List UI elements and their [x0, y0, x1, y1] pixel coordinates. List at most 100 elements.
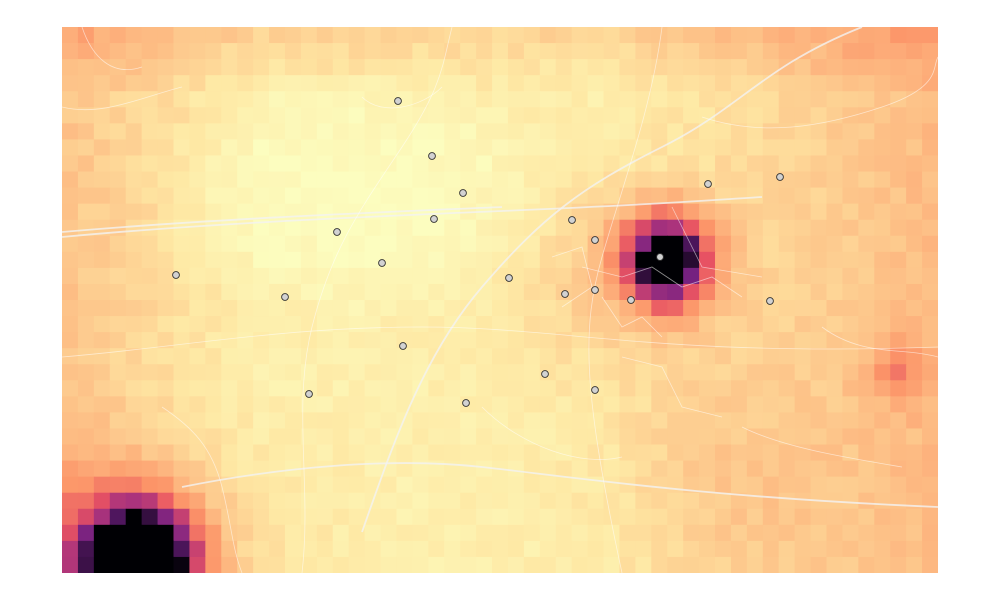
raster-cell [699, 380, 716, 397]
station-marker[interactable] [568, 216, 576, 224]
raster-cell [284, 75, 302, 92]
raster-cell [683, 444, 700, 462]
raster-cell [269, 171, 286, 189]
raster-cell [380, 59, 398, 76]
raster-cell [571, 556, 589, 573]
station-marker[interactable] [591, 286, 599, 294]
raster-cell [332, 300, 350, 317]
station-marker[interactable] [305, 390, 313, 398]
raster-cell [62, 91, 79, 108]
raster-cell [492, 155, 509, 173]
raster-cell [157, 412, 175, 430]
raster-cell [667, 540, 684, 558]
raster-cell [189, 267, 206, 285]
raster-cell [269, 267, 286, 285]
station-marker[interactable] [394, 97, 402, 105]
raster-cell [699, 540, 716, 558]
raster-cell [667, 123, 684, 141]
raster-cell [778, 348, 796, 365]
raster-cell [189, 139, 206, 157]
raster-cell [141, 91, 159, 108]
raster-cell [507, 396, 525, 414]
station-marker[interactable] [378, 259, 386, 267]
raster-cell [746, 187, 764, 205]
raster-cell [380, 476, 398, 494]
raster-cell [205, 444, 222, 462]
raster-cell [523, 203, 541, 221]
raster-cell [428, 444, 445, 462]
raster-cell [412, 219, 429, 237]
station-marker[interactable] [430, 215, 438, 223]
station-marker[interactable] [766, 297, 774, 305]
raster-cell [842, 300, 859, 317]
raster-cell [507, 348, 525, 365]
station-marker[interactable] [459, 189, 467, 197]
raster-cell [332, 508, 350, 526]
raster-cell [794, 235, 812, 253]
raster-cell [460, 43, 477, 60]
station-marker[interactable] [541, 370, 549, 378]
raster-cell [794, 251, 812, 269]
raster-cell [109, 300, 127, 317]
raster-cell [651, 348, 668, 365]
raster-cell [683, 300, 700, 317]
raster-cell [348, 300, 366, 317]
raster-cell [157, 332, 175, 349]
raster-cell [109, 380, 127, 397]
monitoring-stations[interactable] [172, 97, 784, 407]
raster-cell [507, 27, 525, 44]
raster-cell [460, 316, 477, 333]
raster-cell [364, 396, 382, 414]
station-marker[interactable] [281, 293, 289, 301]
raster-cell [890, 75, 907, 92]
station-marker[interactable] [505, 274, 513, 282]
raster-cell [444, 332, 461, 349]
raster-cell [205, 540, 222, 558]
raster-cell [874, 348, 891, 365]
raster-cell [476, 123, 493, 141]
raster-cell [237, 43, 254, 60]
raster-cell [619, 267, 636, 285]
station-marker[interactable] [627, 296, 635, 304]
raster-cell [571, 219, 589, 237]
raster-cell [890, 283, 907, 301]
raster-cell [109, 123, 127, 141]
station-marker[interactable] [333, 228, 341, 236]
raster-cell [173, 364, 191, 381]
raster-cell [476, 91, 493, 108]
raster-cell [300, 123, 318, 141]
raster-cell [253, 155, 270, 173]
station-marker[interactable] [656, 253, 664, 261]
raster-cell [237, 380, 254, 397]
raster-cell [619, 171, 636, 189]
station-marker[interactable] [591, 386, 599, 394]
raster-cell [842, 59, 859, 76]
station-marker[interactable] [172, 271, 180, 279]
raster-cell [269, 444, 286, 462]
raster-cell [507, 556, 525, 573]
raster-cell [396, 428, 413, 446]
raster-cell [77, 43, 95, 60]
station-marker[interactable] [591, 236, 599, 244]
raster-cell [507, 267, 525, 285]
raster-cell [523, 235, 541, 253]
raster-cell [555, 508, 573, 526]
raster-cell [603, 492, 621, 510]
raster-cell [221, 348, 238, 365]
raster-cell [332, 187, 350, 205]
map-panel[interactable] [62, 27, 938, 573]
station-marker[interactable] [704, 180, 712, 188]
station-marker[interactable] [428, 152, 436, 160]
raster-cell [141, 380, 159, 397]
raster-cell [157, 267, 175, 285]
raster-cell [858, 508, 875, 526]
heatmap-map[interactable] [62, 27, 938, 573]
raster-cell [571, 155, 589, 173]
station-marker[interactable] [561, 290, 569, 298]
raster-cell [619, 460, 636, 478]
raster-cell [364, 412, 382, 430]
station-marker[interactable] [776, 173, 784, 181]
station-marker[interactable] [462, 399, 470, 407]
station-marker[interactable] [399, 342, 407, 350]
raster-cell [778, 43, 796, 60]
